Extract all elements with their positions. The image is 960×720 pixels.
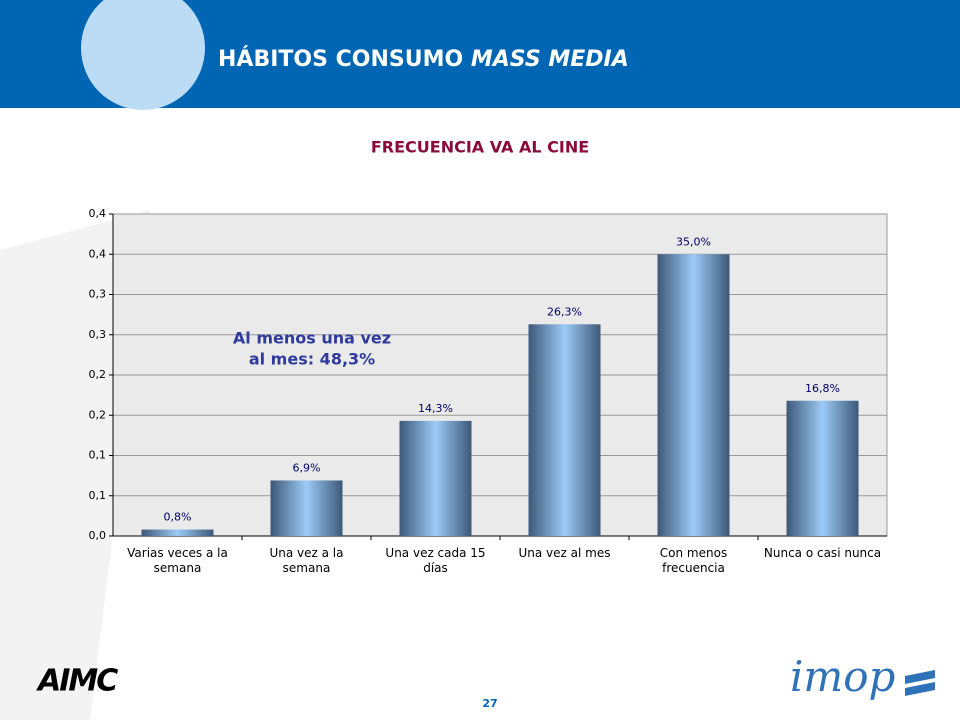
chart-title: FRECUENCIA VA AL CINE — [371, 138, 589, 157]
bar — [528, 324, 601, 536]
x-tick-label: Una vez cada 15 días — [385, 546, 486, 575]
bar — [141, 529, 214, 536]
data-label: 35,0% — [676, 235, 711, 248]
y-tick-label: 0,2 — [89, 368, 107, 381]
bar — [270, 480, 343, 536]
data-label: 0,8% — [164, 511, 192, 524]
x-tick-label: Varias veces a la semana — [127, 546, 228, 575]
x-tick-label: Una vez al mes — [518, 546, 611, 560]
data-label: 16,8% — [805, 382, 840, 395]
annotation: al mes: 48,3% — [249, 350, 375, 369]
x-tick-label: Una vez a la semana — [269, 546, 344, 575]
data-label: 14,3% — [418, 402, 453, 415]
header-title-main: HÁBITOS CONSUMO — [218, 46, 463, 72]
header-title: HÁBITOS CONSUMO MASS MEDIA — [218, 46, 629, 72]
data-label: 26,3% — [547, 305, 582, 318]
y-tick-label: 0,1 — [89, 449, 107, 462]
bar — [657, 254, 730, 536]
logo-imop: imop — [790, 652, 895, 701]
y-tick-label: 0,2 — [89, 408, 107, 421]
header-circle — [81, 0, 205, 110]
y-tick-label: 0,4 — [89, 247, 107, 260]
y-tick-label: 0,3 — [89, 288, 107, 301]
page-number: 27 — [482, 697, 497, 710]
y-tick-label: 0,1 — [89, 489, 107, 502]
data-label: 6,9% — [293, 461, 321, 474]
logo-imop-mark — [905, 670, 935, 696]
y-tick-label: 0,4 — [89, 207, 107, 220]
y-tick-label: 0,3 — [89, 328, 107, 341]
x-tick-label: Nunca o casi nunca — [763, 546, 882, 560]
annotation: Al menos una vez — [233, 329, 391, 348]
x-tick-label: Con menos frecuencia — [659, 546, 728, 575]
bar — [786, 400, 859, 536]
header-title-italic: MASS MEDIA — [471, 47, 629, 72]
bar — [399, 420, 472, 536]
logo-aimc: AIMC — [36, 664, 118, 699]
y-tick-label: 0,0 — [89, 529, 107, 542]
